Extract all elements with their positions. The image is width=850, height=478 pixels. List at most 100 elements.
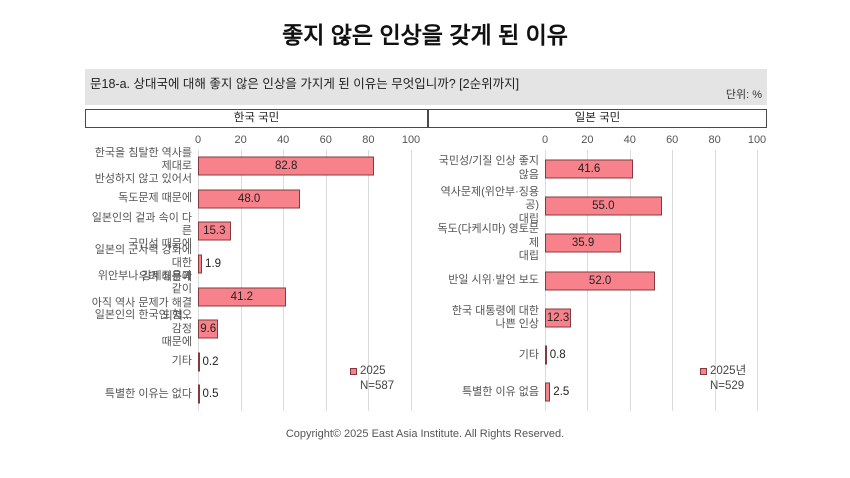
axis-tick-label: 60: [319, 134, 332, 146]
category-label: 위안부나 강제징용과 같이 아직 역사 문제가 해결되지...: [91, 270, 192, 322]
axis-tick-label: 80: [708, 134, 721, 146]
axis-tick-label: 100: [401, 134, 421, 146]
category-label: 특별한 이유는 없다: [104, 387, 192, 400]
bar-cell: 9.6: [198, 313, 411, 346]
category-label: 일본의 군사력 강화에 대한 우려 때문에: [94, 244, 192, 283]
axis-tick-label: 20: [234, 134, 247, 146]
bar-cell: 41.6: [545, 150, 757, 187]
bar-row: 특별한 이유는 없다 0.5: [85, 378, 428, 411]
axis-tick-label: 80: [362, 134, 375, 146]
legend-n-label: N=529: [710, 379, 745, 392]
bar-row: 일본인의 겉과 속이 다른 국민성 때문에 15.3: [85, 212, 428, 250]
page-title: 좋지 않은 인상을 갖게 된 이유: [282, 22, 568, 48]
bar-row: 독도문제 때문에 48.0: [85, 183, 428, 216]
bar-row: 독도(다케시마) 영토문제 대립 35.9: [428, 223, 767, 262]
bar: [198, 254, 203, 274]
bar: [198, 319, 219, 339]
unit-label: 단위: %: [725, 89, 762, 101]
value-label: 41.2: [230, 290, 254, 303]
gridline: [411, 150, 412, 411]
category-label: 국민성/기질 인상 좋지 않음: [438, 155, 539, 181]
bar: [198, 156, 375, 176]
legend-marker-icon: [700, 367, 707, 375]
bar: [198, 384, 200, 404]
category-label: 한국 대통령에 대한 나쁜 인상: [451, 304, 539, 330]
bar-row: 기타 0.8: [428, 336, 767, 373]
legend: 2025년 N=529: [700, 364, 746, 394]
bar: [198, 189, 301, 209]
gridline: [368, 150, 370, 411]
bar: [198, 352, 200, 372]
value-label: 41.6: [577, 162, 601, 175]
axis-tick-label: 60: [666, 134, 679, 146]
axis-tick-label: 0: [541, 134, 549, 146]
value-label: 55.0: [592, 199, 615, 212]
bar: [545, 271, 656, 291]
axis-tick-label: 40: [277, 134, 290, 146]
value-label: 2.5: [553, 386, 570, 399]
category-label: 일본인의 겉과 속이 다른 국민성 때문에: [91, 211, 192, 251]
value-label: 12.3: [546, 311, 570, 324]
legend-series-label: 2025년: [710, 365, 747, 377]
panel-japan: 일본 국민 0 20 40 60 80 100 국민성/기질 인상 좋지 않음 41.6 역사문제…: [428, 109, 767, 412]
category-label: 독도문제 때문에: [118, 192, 192, 205]
axis-tick-label: 0: [194, 134, 202, 146]
bar-row: 반일 시위·발언 보도 52.0: [428, 262, 767, 299]
bar-cell: 0.5: [198, 378, 411, 411]
value-label: 52.0: [588, 274, 612, 287]
gridline: [198, 150, 199, 411]
legend-series: 2025년: [700, 364, 746, 379]
axis-tick-label: 40: [623, 134, 636, 146]
copyright-text: Copyright© 2025 East Asia Institute. All…: [285, 428, 565, 440]
bar: [545, 345, 547, 365]
bar-row: 특별한 이유 없음 2.5: [428, 374, 767, 411]
value-label: 9.6: [200, 323, 217, 336]
value-label: 1.9: [205, 258, 222, 271]
gridline: [757, 150, 758, 412]
legend-series-label: 2025: [360, 365, 386, 377]
bar: [545, 308, 572, 328]
bar-row: 일본의 군사력 강화에 대한 우려 때문에 1.9: [85, 244, 428, 282]
axis-tick-label: 20: [581, 134, 594, 146]
category-label: 특별한 이유 없음: [462, 385, 539, 398]
bar: [545, 159, 634, 179]
gridline: [325, 150, 327, 411]
bar-row: 일본인의 한국인 혐오 감정 때문에 9.6: [85, 309, 428, 348]
value-label: 82.8: [274, 160, 298, 173]
bar: [198, 221, 231, 241]
x-axis: 0 20 40 60 80 100: [428, 128, 767, 150]
bar-row: 국민성/기질 인상 좋지 않음 41.6: [428, 150, 767, 187]
question-text: 문18-a. 상대국에 대해 좋지 않은 인상을 가지게 된 이유는 무엇입니까…: [90, 77, 520, 91]
value-label: 35.9: [571, 237, 595, 250]
bar-cell: 2.5: [545, 374, 757, 411]
bar-row: 한국을 침탈한 역사를 제대로 반성하지 않고 있어서 82.8: [85, 147, 428, 185]
bar: [198, 287, 286, 307]
plot-area: 국민성/기질 인상 좋지 않음 41.6 역사문제(위안부·징용공) 대립 55.0 독…: [428, 150, 767, 412]
bar-cell: 41.2: [198, 280, 411, 313]
question-band: 문18-a. 상대국에 대해 좋지 않은 인상을 가지게 된 이유는 무엇입니까…: [85, 69, 767, 105]
value-label: 0.5: [202, 388, 219, 401]
x-axis: 0 20 40 60 80 100: [85, 128, 428, 150]
plot-area: 한국을 침탈한 역사를 제대로 반성하지 않고 있어서 82.8 독도문제 때문에 4…: [85, 147, 428, 411]
bar-cell: 82.8: [198, 150, 411, 183]
bar-cell: 48.0: [198, 183, 411, 216]
bar: [545, 196, 662, 216]
legend-n-label: N=587: [360, 379, 395, 392]
bar-cell: 1.9: [198, 248, 411, 281]
category-label: 일본인의 한국인 혐오 감정 때문에: [94, 309, 192, 348]
legend-series: 2025: [350, 364, 394, 379]
gridline: [714, 150, 716, 412]
bar-row: 기타 0.2: [85, 346, 428, 379]
gridline: [240, 150, 242, 411]
panel-header: 한국 국민: [85, 109, 428, 128]
bar-cell: 35.9: [545, 225, 757, 262]
axis-tick-label: 100: [747, 134, 767, 146]
value-label: 48.0: [237, 192, 261, 205]
category-label: 기타: [171, 355, 192, 368]
category-label: 한국을 침탈한 역사를 제대로 반성하지 않고 있어서: [94, 146, 192, 185]
category-label: 역사문제(위안부·징용공) 대립: [440, 186, 539, 225]
legend-marker-icon: [350, 367, 357, 375]
category-label: 독도(다케시마) 영토문제 대립: [437, 223, 539, 262]
bar-row: 위안부나 강제징용과 같이 아직 역사 문제가 해결되지... 41.2: [85, 270, 428, 322]
bar: [545, 233, 622, 253]
